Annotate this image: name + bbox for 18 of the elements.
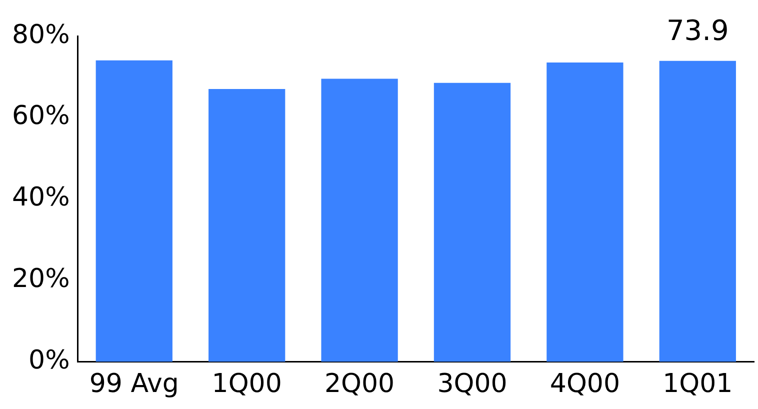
bar — [321, 78, 398, 362]
y-tick-label: 60% — [12, 101, 70, 132]
y-tick-label: 40% — [12, 182, 70, 213]
y-tick-label: 20% — [12, 264, 70, 294]
bar — [659, 60, 736, 362]
x-tick-label: 2Q00 — [324, 369, 395, 400]
bar — [96, 60, 172, 362]
y-tick-label: 80% — [12, 20, 70, 50]
y-tick-label: 0% — [28, 346, 70, 376]
x-tick-label: 99 Avg — [89, 369, 179, 400]
x-tick-label: 1Q00 — [212, 369, 282, 400]
bar — [434, 82, 511, 362]
bar — [208, 88, 286, 362]
data-label: 73.9 — [666, 14, 729, 48]
x-tick-label: 3Q00 — [437, 369, 508, 400]
x-tick-label: 4Q00 — [550, 369, 620, 400]
bar — [546, 62, 624, 362]
x-tick-label: 1Q01 — [662, 369, 733, 400]
